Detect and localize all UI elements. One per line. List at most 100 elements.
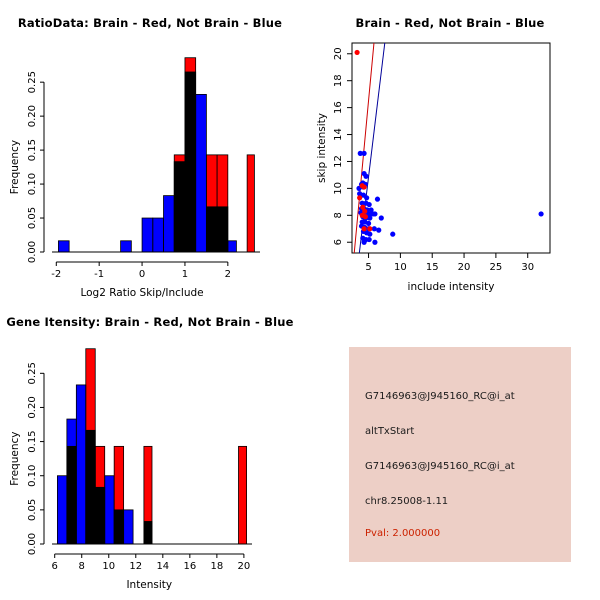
x-tick-label: 8 bbox=[79, 561, 85, 572]
x-tick-label: -2 bbox=[51, 269, 61, 280]
x-tick-label: 14 bbox=[156, 561, 169, 572]
scatter-point-not-brain bbox=[390, 231, 396, 237]
x-tick-label: 15 bbox=[426, 262, 439, 273]
info-line-locus: chr8.25008-1.11 bbox=[365, 496, 449, 507]
x-axis-label: Log2 Ratio Skip/Include bbox=[80, 287, 203, 299]
x-tick-label: 6 bbox=[52, 561, 58, 572]
x-tick-label: 20 bbox=[238, 561, 251, 572]
scatter-point-not-brain bbox=[364, 195, 370, 201]
x-tick-label: 1 bbox=[182, 269, 188, 280]
scatter-point-brain bbox=[354, 49, 360, 56]
y-tick-label: 0.25 bbox=[27, 362, 38, 384]
histogram-bar-not-brain bbox=[75, 384, 87, 545]
x-tick-label: -1 bbox=[94, 269, 104, 280]
y-tick-label: 18 bbox=[333, 74, 344, 87]
histogram-bar-not-brain bbox=[58, 240, 70, 253]
scatter-point-not-brain bbox=[538, 211, 544, 217]
histogram-bar-not-brain bbox=[120, 240, 132, 253]
y-tick-label: 0.00 bbox=[27, 533, 38, 555]
ratio-histogram-plot: 0.00 0.05 0.10 0.15 0.20 0.25 Frequency -2 -1 0 1 2… bbox=[0, 0, 300, 300]
y-axis-label: Frequency bbox=[9, 432, 21, 486]
x-tick-label: 30 bbox=[521, 262, 534, 273]
gene-histogram-plot: 0.00 0.05 0.10 0.15 0.20 0.25 Frequency 6 8 10 12 1… bbox=[0, 300, 300, 600]
info-line-pvalue: Pval: 2.000000 bbox=[365, 528, 441, 539]
scatter-point-brain bbox=[361, 184, 367, 190]
x-tick-label: 20 bbox=[458, 262, 471, 273]
scatter-point-not-brain bbox=[371, 226, 377, 232]
histogram-bar-brain bbox=[143, 445, 153, 545]
x-tick-label: 16 bbox=[183, 561, 196, 572]
y-tick-label: 16 bbox=[333, 101, 344, 114]
histogram-bar-brain bbox=[216, 154, 229, 253]
regression-line bbox=[353, 43, 375, 253]
scatter-point-brain bbox=[361, 226, 367, 232]
ratio-histogram-title: RatioData: Brain - Red, Not Brain - Blue bbox=[17, 16, 283, 30]
scatter-panel: Brain - Red, Not Brain - Blue 6 8 10 12 14 16… bbox=[300, 0, 600, 300]
y-tick-label: 0.10 bbox=[27, 465, 38, 487]
bars-group bbox=[57, 348, 247, 545]
y-tick-label: 6 bbox=[333, 239, 344, 245]
gene-histogram-title: Gene Itensity: Brain - Red, Not Brain - … bbox=[6, 315, 294, 329]
bars-group bbox=[58, 57, 255, 253]
histogram-bar-not-brain bbox=[57, 475, 68, 545]
scatter-content bbox=[353, 43, 544, 253]
info-line-probeset-1: G7146963@J945160_RC@i_at bbox=[365, 391, 515, 402]
x-tick-label: 18 bbox=[210, 561, 223, 572]
x-axis-label: include intensity bbox=[408, 281, 495, 293]
scatter-point-not-brain bbox=[361, 150, 367, 156]
x-tick-label: 2 bbox=[225, 269, 231, 280]
y-tick-label: 0.20 bbox=[27, 105, 38, 127]
scatter-point-brain bbox=[360, 204, 366, 210]
scatter-point-not-brain bbox=[367, 231, 373, 237]
x-tick-label: 10 bbox=[102, 561, 115, 572]
scatter-point-brain bbox=[362, 214, 368, 220]
scatter-point-not-brain bbox=[365, 220, 372, 226]
gene-info-panel: G7146963@J945160_RC@i_at altTxStart G714… bbox=[349, 347, 571, 562]
scatter-point-brain bbox=[362, 208, 368, 214]
x-tick-label: 5 bbox=[365, 262, 371, 273]
scatter-point-not-brain bbox=[372, 211, 378, 217]
y-tick-label: 0.00 bbox=[27, 241, 38, 263]
y-axis-label: Frequency bbox=[9, 140, 21, 194]
scatter-plot: 6 8 10 12 14 16 18 20 skip intensity 5 10 15 20 25 30 i… bbox=[300, 0, 600, 300]
scatter-point-not-brain bbox=[372, 239, 378, 245]
histogram-bar-brain bbox=[184, 57, 197, 253]
histogram-bar-not-brain bbox=[123, 509, 134, 545]
x-tick-label: 25 bbox=[490, 262, 503, 273]
ratio-histogram-svg: 0.00 0.05 0.10 0.15 0.20 0.25 Frequency -2 -1 0 1 2… bbox=[9, 57, 260, 299]
histogram-bar-brain bbox=[205, 154, 218, 253]
y-tick-label: 0.05 bbox=[27, 499, 38, 521]
y-tick-label: 0.15 bbox=[27, 430, 38, 452]
scatter-point-brain bbox=[357, 195, 363, 201]
histogram-bar-brain bbox=[66, 445, 77, 545]
histogram-bar-brain bbox=[173, 154, 186, 253]
gene-histogram-panel: Gene Itensity: Brain - Red, Not Brain - … bbox=[0, 300, 300, 600]
histogram-bar-not-brain bbox=[152, 217, 164, 253]
y-tick-label: 0.25 bbox=[27, 71, 38, 93]
histogram-bar-not-brain bbox=[163, 195, 175, 253]
y-tick-label: 0.10 bbox=[27, 173, 38, 195]
scatter-point-not-brain bbox=[357, 150, 363, 156]
y-tick-label: 0.05 bbox=[27, 207, 38, 229]
histogram-bar-not-brain bbox=[141, 217, 154, 253]
plot-frame bbox=[351, 42, 551, 254]
scatter-point-not-brain bbox=[366, 201, 372, 208]
scatter-point-not-brain bbox=[376, 227, 382, 233]
histogram-bar-brain bbox=[94, 445, 106, 545]
scatter-point-not-brain bbox=[367, 215, 373, 221]
scatter-point-brain bbox=[367, 226, 373, 232]
y-tick-label: 10 bbox=[333, 182, 344, 195]
x-tick-label: 0 bbox=[139, 269, 145, 280]
histogram-bar-brain bbox=[85, 348, 96, 545]
x-tick-label: 12 bbox=[129, 561, 142, 572]
y-tick-label: 0.20 bbox=[27, 396, 38, 418]
histogram-bar-not-brain bbox=[195, 94, 207, 253]
ratio-histogram-panel: RatioData: Brain - Red, Not Brain - Blue… bbox=[0, 0, 300, 300]
y-tick-label: 12 bbox=[333, 155, 344, 168]
scatter-point-not-brain bbox=[361, 239, 367, 245]
y-tick-label: 0.15 bbox=[27, 139, 38, 161]
scatter-title: Brain - Red, Not Brain - Blue bbox=[355, 16, 545, 30]
histogram-bar-brain bbox=[238, 445, 247, 545]
y-tick-label: 14 bbox=[333, 128, 344, 141]
histogram-bar-brain bbox=[246, 154, 255, 253]
